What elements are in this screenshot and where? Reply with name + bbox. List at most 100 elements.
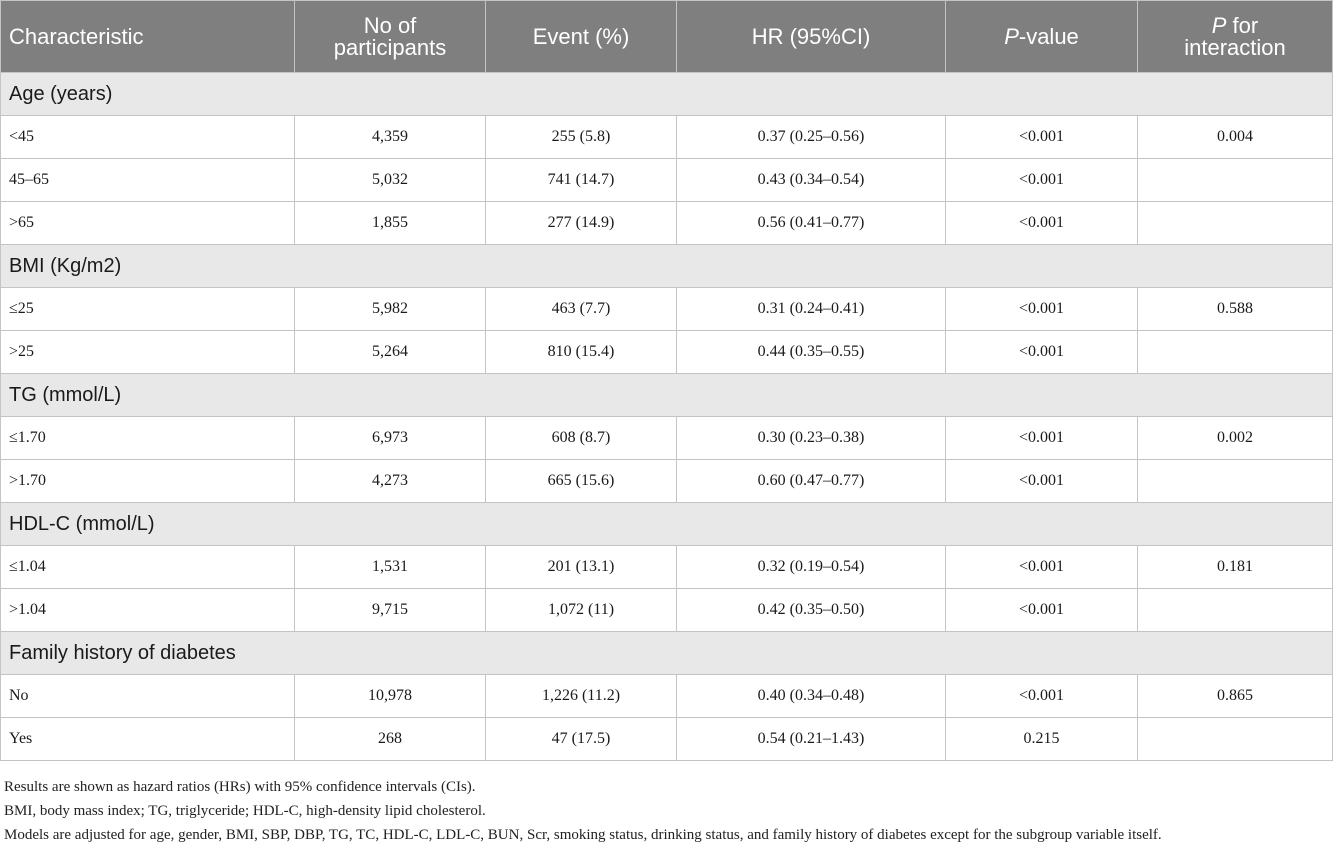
header-row: Characteristic No of participants Event … [0, 0, 1333, 73]
table-row: ≤25 5,982 463 (7.7) 0.31 (0.24–0.41) <0.001 0… [0, 287, 1333, 331]
cell-hr: 0.60 (0.47–0.77) [676, 459, 946, 503]
group-header-row: Age (years) [0, 72, 1333, 116]
table-row: Yes 268 47 (17.5) 0.54 (0.21–1.43) 0.215 [0, 717, 1333, 761]
cell-pvalue: 0.215 [945, 717, 1138, 761]
row-label: ≤25 [0, 287, 295, 331]
cell-interaction: 0.002 [1137, 416, 1333, 460]
row-label: >1.70 [0, 459, 295, 503]
cell-hr: 0.32 (0.19–0.54) [676, 545, 946, 589]
cell-hr: 0.43 (0.34–0.54) [676, 158, 946, 202]
row-label: >25 [0, 330, 295, 374]
cell-event: 255 (5.8) [485, 115, 677, 159]
row-label: >65 [0, 201, 295, 245]
cell-pvalue: <0.001 [945, 115, 1138, 159]
cell-participants: 4,273 [294, 459, 486, 503]
row-label: 45–65 [0, 158, 295, 202]
cell-participants: 9,715 [294, 588, 486, 632]
table-row: ≤1.70 6,973 608 (8.7) 0.30 (0.23–0.38) <0.00… [0, 416, 1333, 460]
group-title: Family history of diabetes [0, 631, 1333, 675]
cell-pvalue: <0.001 [945, 588, 1138, 632]
cell-participants: 5,032 [294, 158, 486, 202]
cell-event: 608 (8.7) [485, 416, 677, 460]
table-row: 45–65 5,032 741 (14.7) 0.43 (0.34–0.54) <0.0… [0, 158, 1333, 202]
cell-pvalue: <0.001 [945, 545, 1138, 589]
footnote: BMI, body mass index; TG, triglyceride; … [4, 803, 486, 819]
row-label: ≤1.04 [0, 545, 295, 589]
cell-participants: 1,855 [294, 201, 486, 245]
table-row: <45 4,359 255 (5.8) 0.37 (0.25–0.56) <0.001 0… [0, 115, 1333, 159]
header-interaction-rest: for [1226, 12, 1259, 38]
cell-pvalue: <0.001 [945, 330, 1138, 374]
row-label: Yes [0, 717, 295, 761]
row-label: <45 [0, 115, 295, 159]
group-title: BMI (Kg/m2) [0, 244, 1333, 288]
group-header-row: BMI (Kg/m2) [0, 244, 1333, 288]
table-header: Characteristic No of participants Event … [0, 0, 1333, 73]
cell-event: 810 (15.4) [485, 330, 677, 374]
header-participants: No of participants [294, 0, 486, 73]
table-row: No 10,978 1,226 (11.2) 0.40 (0.34–0.48) <0.0… [0, 674, 1333, 718]
cell-interaction: 0.588 [1137, 287, 1333, 331]
cell-pvalue: <0.001 [945, 459, 1138, 503]
cell-event: 741 (14.7) [485, 158, 677, 202]
table-row: >65 1,855 277 (14.9) 0.56 (0.41–0.77) <0.001 [0, 201, 1333, 245]
cell-interaction [1137, 459, 1333, 503]
header-interaction-italic: P [1211, 12, 1227, 38]
cell-event: 47 (17.5) [485, 717, 677, 761]
group-header-row: TG (mmol/L) [0, 373, 1333, 417]
row-label: ≤1.70 [0, 416, 295, 460]
header-pvalue-italic: P [1004, 23, 1019, 49]
cell-pvalue: <0.001 [945, 158, 1138, 202]
header-hr: HR (95%CI) [676, 0, 946, 73]
cell-event: 1,072 (11) [485, 588, 677, 632]
header-event: Event (%) [485, 0, 677, 73]
cell-hr: 0.30 (0.23–0.38) [676, 416, 946, 460]
cell-hr: 0.56 (0.41–0.77) [676, 201, 946, 245]
table-body: Age (years) <45 4,359 255 (5.8) 0.37 (0.25–0… [0, 72, 1333, 761]
cell-participants: 5,264 [294, 330, 486, 374]
cell-participants: 268 [294, 717, 486, 761]
cell-participants: 4,359 [294, 115, 486, 159]
cell-hr: 0.42 (0.35–0.50) [676, 588, 946, 632]
cell-interaction [1137, 717, 1333, 761]
cell-pvalue: <0.001 [945, 674, 1138, 718]
cell-interaction [1137, 201, 1333, 245]
header-interaction: P for interaction [1137, 0, 1333, 73]
header-pvalue: P-value [945, 0, 1138, 73]
cell-hr: 0.44 (0.35–0.55) [676, 330, 946, 374]
table-footnotes: Results are shown as hazard ratios (HRs)… [0, 775, 1333, 847]
cell-interaction: 0.181 [1137, 545, 1333, 589]
cell-interaction: 0.865 [1137, 674, 1333, 718]
cell-interaction [1137, 158, 1333, 202]
cell-event: 201 (13.1) [485, 545, 677, 589]
cell-participants: 5,982 [294, 287, 486, 331]
group-header-row: Family history of diabetes [0, 631, 1333, 675]
group-header-row: HDL-C (mmol/L) [0, 502, 1333, 546]
cell-interaction [1137, 588, 1333, 632]
cell-interaction [1137, 330, 1333, 374]
header-characteristic: Characteristic [0, 0, 295, 73]
cell-hr: 0.31 (0.24–0.41) [676, 287, 946, 331]
group-title: Age (years) [0, 72, 1333, 116]
table-row: ≤1.04 1,531 201 (13.1) 0.32 (0.19–0.54) <0.0… [0, 545, 1333, 589]
table-row: >25 5,264 810 (15.4) 0.44 (0.35–0.55) <0.001 [0, 330, 1333, 374]
cell-participants: 6,973 [294, 416, 486, 460]
group-title: HDL-C (mmol/L) [0, 502, 1333, 546]
cell-event: 277 (14.9) [485, 201, 677, 245]
cell-pvalue: <0.001 [945, 201, 1138, 245]
cell-event: 665 (15.6) [485, 459, 677, 503]
cell-hr: 0.37 (0.25–0.56) [676, 115, 946, 159]
footnote: Results are shown as hazard ratios (HRs)… [4, 779, 476, 795]
header-interaction-line2: interaction [1184, 34, 1286, 60]
cell-event: 463 (7.7) [485, 287, 677, 331]
cell-hr: 0.40 (0.34–0.48) [676, 674, 946, 718]
row-label: No [0, 674, 295, 718]
cell-participants: 1,531 [294, 545, 486, 589]
cell-participants: 10,978 [294, 674, 486, 718]
footnote: Models are adjusted for age, gender, BMI… [4, 827, 1162, 843]
cell-pvalue: <0.001 [945, 416, 1138, 460]
cell-interaction: 0.004 [1137, 115, 1333, 159]
cell-hr: 0.54 (0.21–1.43) [676, 717, 946, 761]
table-row: >1.04 9,715 1,072 (11) 0.42 (0.35–0.50) <0.0… [0, 588, 1333, 632]
